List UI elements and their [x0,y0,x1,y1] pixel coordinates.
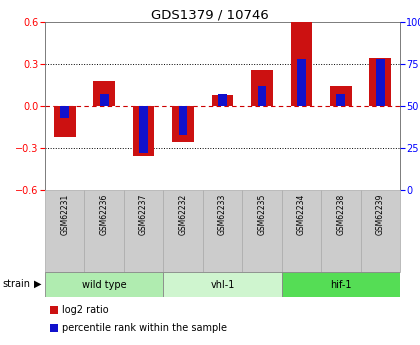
Bar [84,190,124,272]
Bar [212,95,234,106]
Bar [172,106,194,142]
Bar [251,70,273,106]
Text: GSM62231: GSM62231 [60,194,69,235]
Text: GDS1379 / 10746: GDS1379 / 10746 [151,8,269,21]
Bar [297,59,306,106]
Text: GSM62233: GSM62233 [218,194,227,236]
Bar [282,190,321,272]
Bar [93,81,115,106]
Bar [124,190,163,272]
Bar [321,190,360,272]
Text: GSM62239: GSM62239 [376,194,385,236]
Bar [54,106,76,137]
Text: GSM62236: GSM62236 [100,194,109,236]
Bar [45,190,84,272]
Text: ▶: ▶ [34,279,42,289]
Bar [163,190,203,272]
Bar [291,22,312,106]
Bar [100,94,108,106]
Text: wild type: wild type [82,279,126,289]
Bar [257,86,266,106]
Text: vhl-1: vhl-1 [210,279,235,289]
Bar [370,58,391,106]
Bar [376,59,385,106]
Bar [179,106,187,135]
Bar [45,272,163,297]
Bar [242,190,282,272]
Bar [360,190,400,272]
Text: GSM62237: GSM62237 [139,194,148,236]
Bar [133,106,155,156]
Bar [139,106,148,153]
Text: GSM62234: GSM62234 [297,194,306,236]
Bar [60,106,69,118]
Bar [218,94,227,106]
Text: percentile rank within the sample: percentile rank within the sample [62,323,227,333]
Text: log2 ratio: log2 ratio [62,305,109,315]
Text: GSM62235: GSM62235 [257,194,266,236]
Bar [282,272,400,297]
Text: hif-1: hif-1 [330,279,352,289]
Bar [203,190,242,272]
Text: GSM62238: GSM62238 [336,194,345,235]
Text: strain: strain [2,279,30,289]
Bar [336,94,345,106]
Bar [163,272,282,297]
Bar [330,86,352,106]
Text: GSM62232: GSM62232 [178,194,188,235]
